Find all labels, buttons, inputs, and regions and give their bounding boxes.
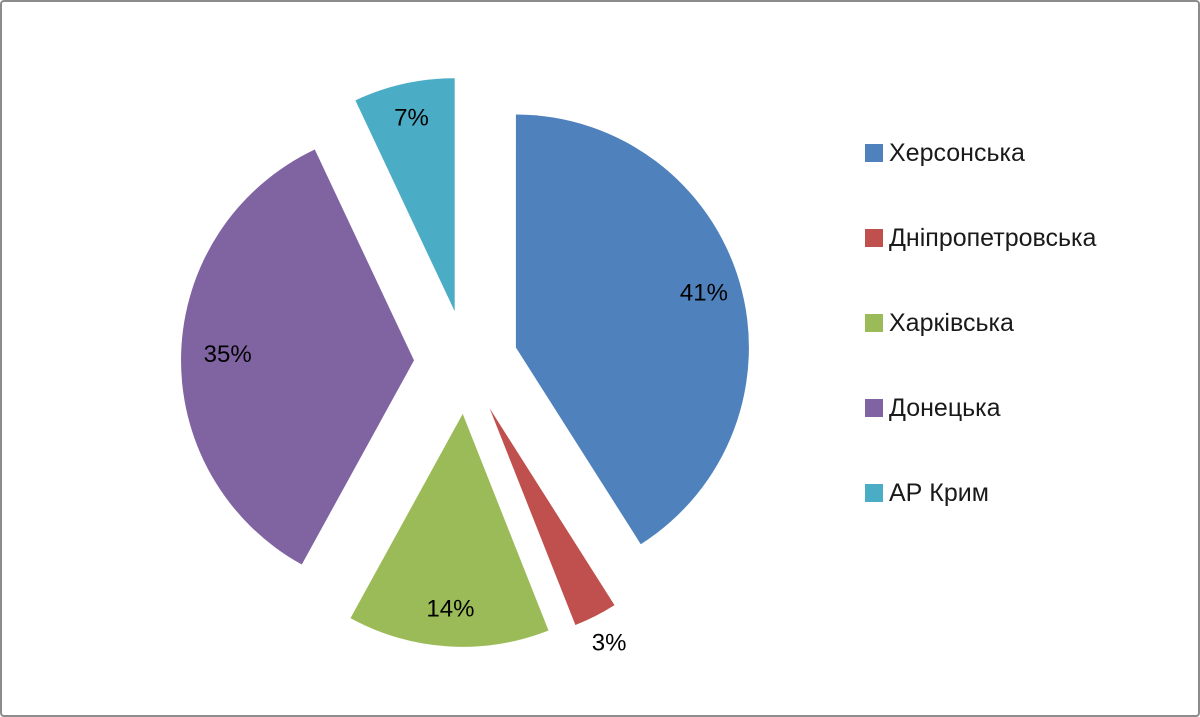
legend-item-ar-krym: АР Крим <box>865 478 1096 508</box>
legend-label-khersonska: Херсонська <box>889 139 1025 167</box>
slice-label-1: 41% <box>680 279 728 306</box>
slice-label-3: 14% <box>426 596 474 623</box>
slice-label-5: 7% <box>394 105 429 132</box>
legend-label-donetska: Донецька <box>889 394 1001 422</box>
legend-label-ar-krym: АР Крим <box>889 479 989 507</box>
pie-slice-3 <box>350 413 549 647</box>
pie-slice-4 <box>181 149 414 565</box>
pie-slice-2 <box>489 408 615 625</box>
legend-item-kharkivska: Харківська <box>865 308 1096 338</box>
legend-swatch-dnipropetrovska <box>865 229 883 247</box>
legend-swatch-ar-krym <box>865 484 883 502</box>
legend-label-dnipropetrovska: Дніпропетровська <box>889 224 1097 252</box>
pie-slice-1 <box>515 114 749 545</box>
legend: Херсонська Дніпропетровська Харківська Д… <box>865 138 1096 508</box>
legend-item-khersonska: Херсонська <box>865 138 1096 168</box>
legend-item-donetska: Донецька <box>865 393 1096 423</box>
legend-swatch-donetska <box>865 399 883 417</box>
legend-label-kharkivska: Харківська <box>889 309 1014 337</box>
slice-label-4: 35% <box>204 341 252 368</box>
legend-item-dnipropetrovska: Дніпропетровська <box>865 223 1096 253</box>
legend-swatch-kharkivska <box>865 314 883 332</box>
legend-swatch-khersonska <box>865 144 883 162</box>
slice-label-2: 3% <box>592 629 627 656</box>
pie-slice-5 <box>355 78 455 312</box>
